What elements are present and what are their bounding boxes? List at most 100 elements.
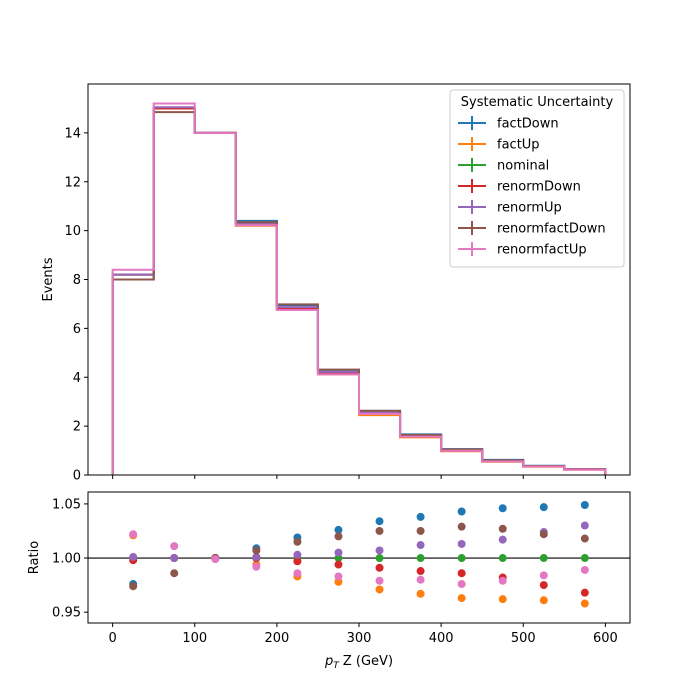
histogram-y-tick-label: 14 bbox=[64, 126, 81, 141]
ratio-point-renormDown bbox=[375, 563, 384, 572]
ratio-point-renormfactDown bbox=[457, 522, 466, 531]
ratio-point-renormfactDown bbox=[170, 569, 179, 578]
ratio-point-renormUp bbox=[293, 550, 302, 559]
ratio-point-renormDown bbox=[416, 567, 425, 576]
ratio-point-renormUp bbox=[129, 552, 138, 561]
ratio-frame bbox=[87, 491, 631, 624]
legend-entry-renormUp: renormUp bbox=[458, 200, 562, 216]
x-axis-label-symbol: p bbox=[324, 654, 333, 669]
ratio-y-axis-label: Ratio bbox=[27, 541, 42, 574]
legend-entry-renormfactUp: renormfactUp bbox=[458, 242, 587, 258]
legend-entry-nominal: nominal bbox=[458, 158, 549, 174]
legend-entries: factDown factUp nominal renormDown renormUp r… bbox=[458, 116, 606, 258]
ratio-point-renormfactUp bbox=[211, 555, 220, 564]
ratio-points bbox=[129, 500, 589, 608]
legend-label: renormfactDown bbox=[497, 222, 606, 237]
ratio-point-renormUp bbox=[498, 535, 507, 544]
ratio-point-renormDown bbox=[334, 560, 343, 569]
ratio-point-renormUp bbox=[334, 548, 343, 557]
ratio-point-renormfactDown bbox=[129, 582, 138, 591]
histogram-frame bbox=[87, 83, 631, 476]
x-tick-label: 300 bbox=[347, 631, 372, 646]
ratio-point-factDown bbox=[334, 525, 343, 534]
x-tick-label: 100 bbox=[182, 631, 207, 646]
legend-entry-factDown: factDown bbox=[458, 116, 559, 132]
histogram-x-ticks bbox=[112, 475, 606, 479]
ratio-point-factDown bbox=[498, 504, 507, 513]
ratio-point-factUp bbox=[457, 594, 466, 603]
ratio-point-renormfactDown bbox=[375, 526, 384, 535]
step-line-renormfactUp bbox=[111, 102, 607, 475]
x-axis-label: pT Z (GeV) bbox=[324, 654, 393, 671]
ratio-y-tick-label: 1.00 bbox=[52, 552, 81, 567]
ratio-point-renormfactUp bbox=[129, 530, 138, 539]
x-tick-label: 0 bbox=[108, 631, 116, 646]
ratio-point-renormfactDown bbox=[416, 526, 425, 535]
ratio-point-renormfactUp bbox=[252, 562, 261, 571]
ratio-point-renormfactDown bbox=[539, 530, 548, 539]
ratio-point-renormfactDown bbox=[252, 546, 261, 555]
legend-label: factDown bbox=[497, 117, 559, 132]
ratio-point-factUp bbox=[580, 599, 589, 608]
legend-title: Systematic Uncertainty bbox=[461, 95, 614, 110]
ratio-point-factDown bbox=[416, 512, 425, 521]
ratio-point-renormfactUp bbox=[334, 572, 343, 581]
ratio-point-renormDown bbox=[580, 588, 589, 597]
histogram-steps bbox=[111, 102, 607, 475]
ratio-point-renormUp bbox=[375, 546, 384, 555]
legend-entry-factUp: factUp bbox=[458, 137, 540, 153]
ratio-point-renormfactUp bbox=[375, 576, 384, 585]
ratio-point-renormUp bbox=[457, 539, 466, 548]
ratio-point-renormUp bbox=[580, 521, 589, 530]
ratio-point-renormfactUp bbox=[293, 569, 302, 578]
legend-label: nominal bbox=[497, 159, 549, 174]
ratio-point-renormDown bbox=[293, 557, 302, 566]
ratio-point-renormfactUp bbox=[170, 542, 179, 551]
ratio-point-renormUp bbox=[170, 554, 179, 563]
legend-label: renormDown bbox=[497, 180, 581, 195]
ratio-point-nominal bbox=[498, 554, 507, 563]
ratio-point-renormfactUp bbox=[416, 575, 425, 584]
x-tick-label: 200 bbox=[264, 631, 289, 646]
legend-label: renormUp bbox=[497, 201, 562, 216]
histogram-y-tick-label: 8 bbox=[73, 273, 81, 288]
x-tick-label: 600 bbox=[593, 631, 618, 646]
histogram-panel: 0 2 4 6 8 10 12 14 Events bbox=[41, 83, 631, 484]
ratio-point-renormfactDown bbox=[293, 537, 302, 546]
ratio-point-nominal bbox=[375, 554, 384, 563]
histogram-y-tick-label: 6 bbox=[73, 322, 81, 337]
legend-label: renormfactUp bbox=[497, 243, 587, 258]
ratio-y-tick-label: 1.05 bbox=[52, 497, 81, 512]
ratio-point-renormfactUp bbox=[498, 576, 507, 585]
ratio-point-renormfactUp bbox=[539, 571, 548, 580]
legend: Systematic Uncertainty factDown factUp nom… bbox=[449, 89, 625, 268]
ratio-point-renormfactDown bbox=[580, 534, 589, 543]
ratio-x-ticks: 0 100 200 300 400 500 600 bbox=[108, 623, 618, 646]
legend-label: factUp bbox=[497, 138, 540, 153]
x-axis-label-subscript: T bbox=[333, 661, 340, 671]
ratio-panel: 0.95 1.00 1.05 0 100 200 300 400 500 600 Ratio bbox=[27, 491, 631, 646]
legend-box bbox=[449, 89, 625, 268]
ratio-point-renormfactDown bbox=[334, 532, 343, 541]
x-tick-label: 500 bbox=[511, 631, 536, 646]
histogram-y-tick-label: 2 bbox=[73, 420, 81, 435]
ratio-point-renormDown bbox=[539, 581, 548, 590]
ratio-point-factUp bbox=[375, 585, 384, 594]
ratio-point-factUp bbox=[416, 589, 425, 598]
legend-entry-renormfactDown: renormfactDown bbox=[458, 221, 606, 237]
ratio-y-tick-label: 0.95 bbox=[52, 606, 81, 621]
ratio-point-renormfactDown bbox=[498, 524, 507, 533]
ratio-point-renormUp bbox=[252, 552, 261, 561]
ratio-y-ticks: 0.95 1.00 1.05 bbox=[52, 497, 88, 621]
ratio-point-factUp bbox=[539, 596, 548, 605]
histogram-y-ticks: 0 2 4 6 8 10 12 14 bbox=[64, 126, 88, 484]
histogram-y-tick-label: 10 bbox=[64, 224, 81, 239]
ratio-point-renormfactUp bbox=[457, 580, 466, 589]
histogram-y-tick-label: 0 bbox=[73, 469, 81, 484]
histogram-y-tick-label: 4 bbox=[73, 371, 81, 386]
ratio-point-nominal bbox=[457, 554, 466, 563]
ratio-point-renormfactUp bbox=[580, 565, 589, 574]
ratio-point-nominal bbox=[539, 554, 548, 563]
ratio-point-factDown bbox=[539, 503, 548, 512]
